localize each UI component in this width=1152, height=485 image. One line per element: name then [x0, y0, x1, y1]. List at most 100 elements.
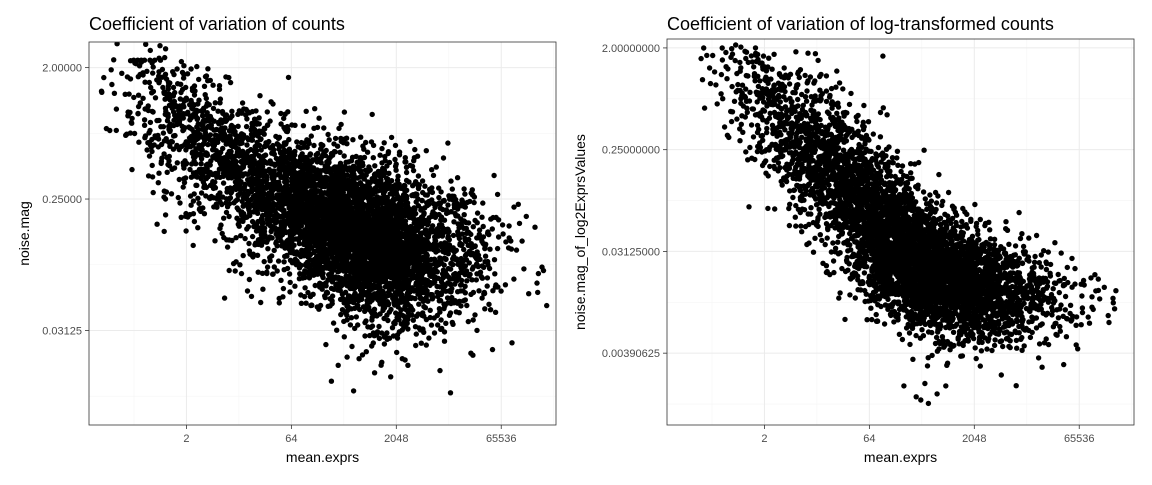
data-point: [393, 143, 398, 148]
data-point: [177, 147, 182, 152]
data-point: [298, 194, 303, 199]
data-point: [358, 168, 363, 173]
data-point: [125, 113, 130, 118]
data-point: [190, 88, 195, 93]
data-point: [210, 142, 215, 147]
data-point: [194, 115, 199, 120]
data-point: [201, 141, 206, 146]
x-tick-label: 65536: [486, 433, 517, 445]
data-point: [328, 262, 333, 267]
data-point: [181, 127, 186, 132]
data-point: [177, 200, 182, 205]
data-point: [196, 77, 201, 82]
data-point: [336, 284, 341, 289]
data-point: [336, 252, 341, 257]
data-point: [302, 275, 307, 280]
data-point: [233, 167, 238, 172]
data-point: [131, 95, 136, 100]
data-point: [341, 319, 346, 324]
data-point: [203, 193, 208, 198]
data-point: [200, 147, 205, 152]
data-point: [343, 186, 348, 191]
data-point: [249, 121, 254, 126]
data-point: [302, 285, 307, 290]
data-point: [324, 290, 329, 295]
data-point: [223, 170, 228, 175]
data-point: [303, 162, 308, 167]
data-point: [203, 126, 208, 131]
data-point: [336, 126, 341, 131]
data-point: [317, 281, 322, 286]
data-point: [109, 67, 114, 72]
data-point: [450, 186, 455, 191]
data-point: [161, 151, 166, 156]
data-point: [331, 320, 336, 325]
data-point: [129, 120, 134, 125]
data-point: [428, 315, 433, 320]
data-point: [114, 128, 119, 133]
data-point: [142, 80, 147, 85]
data-point: [317, 227, 322, 232]
data-point: [228, 80, 233, 85]
data-point: [365, 179, 370, 184]
data-point: [301, 253, 306, 258]
data-point: [225, 244, 230, 249]
data-point: [265, 221, 270, 226]
data-point: [144, 147, 149, 152]
data-point: [337, 150, 342, 155]
data-point: [282, 267, 287, 272]
data-point: [249, 294, 254, 299]
data-point: [210, 83, 215, 88]
data-point: [265, 264, 270, 269]
data-point: [171, 118, 176, 123]
data-point: [377, 336, 382, 341]
data-point: [195, 225, 200, 230]
data-point: [262, 259, 267, 264]
data-point: [282, 245, 287, 250]
data-point: [370, 112, 375, 117]
data-point: [376, 324, 381, 329]
data-point: [162, 138, 167, 143]
data-point: [307, 170, 312, 175]
data-point: [468, 351, 473, 356]
data-point: [182, 158, 187, 163]
data-point: [377, 290, 382, 295]
data-point: [140, 96, 145, 101]
data-point: [330, 293, 335, 298]
data-point: [331, 240, 336, 245]
data-point: [344, 313, 349, 318]
data-point: [378, 363, 383, 368]
data-point: [240, 165, 245, 170]
data-point: [334, 258, 339, 263]
data-point: [273, 226, 278, 231]
data-point: [155, 133, 160, 138]
data-point: [288, 280, 293, 285]
data-point: [193, 161, 198, 166]
data-point: [289, 176, 294, 181]
data-point: [136, 93, 141, 98]
data-point: [534, 280, 539, 285]
data-point: [371, 340, 376, 345]
data-point: [342, 207, 347, 212]
data-point: [156, 118, 161, 123]
data-point: [237, 140, 242, 145]
data-point: [291, 210, 296, 215]
data-point: [163, 46, 168, 51]
data-point: [319, 259, 324, 264]
data-point: [413, 343, 418, 348]
data-point: [438, 317, 443, 322]
data-point: [355, 296, 360, 301]
data-point: [292, 171, 297, 176]
data-point: [148, 48, 153, 53]
data-point: [156, 144, 161, 149]
data-point: [387, 160, 392, 165]
data-point: [267, 258, 272, 263]
data-point: [331, 187, 336, 192]
data-point: [265, 109, 270, 114]
data-point: [227, 268, 232, 273]
data-point: [321, 167, 326, 172]
data-point: [342, 300, 347, 305]
data-point: [371, 143, 376, 148]
data-point: [448, 390, 453, 395]
data-point: [200, 109, 205, 114]
